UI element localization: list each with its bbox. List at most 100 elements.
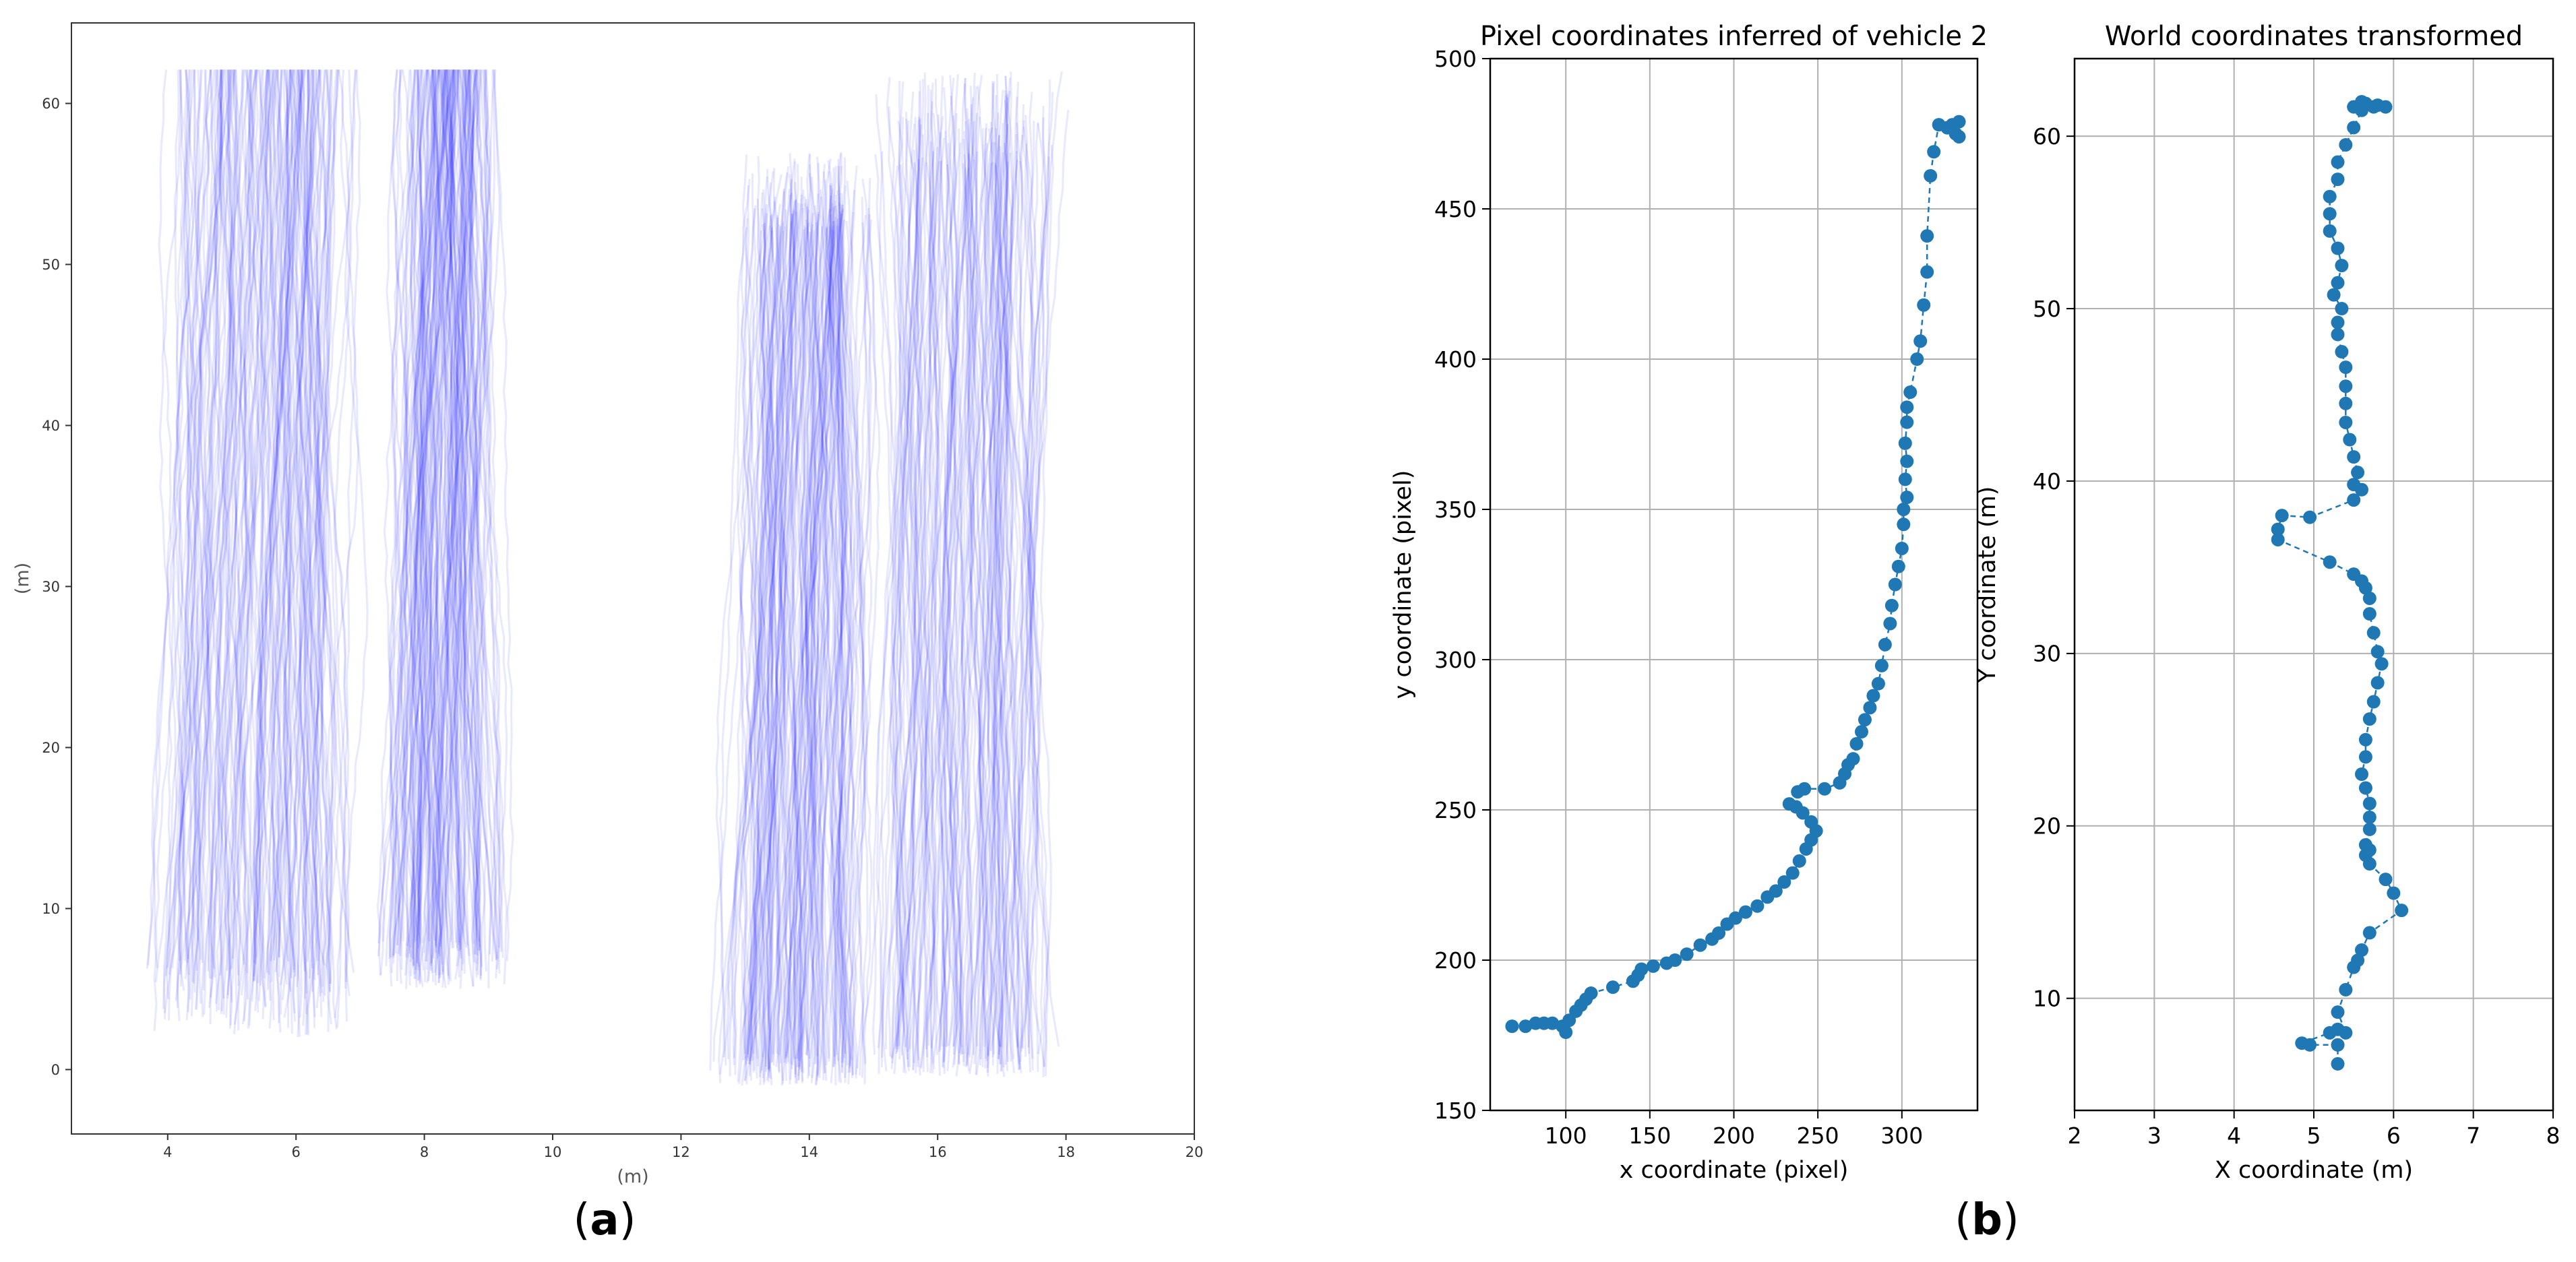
trajectory-line <box>805 172 827 1077</box>
trajectory-line <box>938 75 956 1063</box>
trajectory-line <box>979 128 1046 1067</box>
trajectory-line <box>960 139 973 1067</box>
trajectory-line <box>166 69 210 968</box>
trajectory-line <box>171 69 193 968</box>
trajectory-line <box>904 101 936 1048</box>
data-point <box>2331 172 2345 187</box>
plot-frame <box>1489 57 1979 1112</box>
trajectory-line <box>993 141 1019 1047</box>
trajectory-line <box>392 69 433 964</box>
trajectory-line <box>738 213 771 1085</box>
trajectory-line <box>929 75 944 1073</box>
trajectory-line <box>738 215 774 1085</box>
trajectory-line <box>205 69 251 979</box>
trajectory-line <box>237 69 279 986</box>
data-point <box>2335 302 2349 316</box>
trajectory-line <box>1027 144 1055 1054</box>
trajectory-line <box>783 221 807 1084</box>
data-point <box>2351 953 2365 968</box>
trajectory-line <box>927 113 956 1047</box>
y-tick-label: 40 <box>42 418 60 434</box>
data-point <box>2370 676 2385 690</box>
data-point <box>1782 797 1796 811</box>
trajectory-line <box>749 177 803 1065</box>
trajectory-line <box>917 157 942 1050</box>
trajectory-line <box>791 179 837 1066</box>
trajectory-line <box>271 69 295 1023</box>
trajectory-line <box>233 69 256 976</box>
trajectory-line <box>444 69 459 948</box>
trajectory-line <box>311 69 334 976</box>
y-axis-label: Y coordinate (m) <box>1974 486 2001 684</box>
trajectory-line <box>270 69 294 985</box>
data-point <box>2347 478 2361 492</box>
trajectory-line <box>470 69 489 981</box>
trajectory-line <box>467 69 493 963</box>
trajectory-line <box>385 69 446 967</box>
trajectory-line <box>801 226 833 1055</box>
y-axis-label: (m) <box>12 563 33 594</box>
trajectory-line <box>847 219 873 1073</box>
data-point <box>1712 926 1726 940</box>
trajectory-line <box>931 162 969 1064</box>
trajectory-line <box>811 221 838 1085</box>
trajectory-line <box>301 69 330 997</box>
trajectory-line <box>392 69 425 971</box>
trajectory-line <box>744 182 772 1059</box>
y-tick-label: 10 <box>42 901 60 917</box>
data-point <box>2362 607 2376 621</box>
trajectory-line <box>281 69 334 1001</box>
trajectory-line <box>468 69 508 958</box>
trajectory-line <box>297 69 327 999</box>
data-point <box>2362 591 2376 605</box>
trajectory-line <box>456 69 489 975</box>
trajectory-line <box>290 69 314 969</box>
trajectory-line <box>462 69 488 955</box>
trajectory-line <box>938 160 951 1052</box>
trajectory-line <box>789 196 813 1080</box>
trajectory-line <box>1000 95 1010 1072</box>
trajectory-line <box>812 190 853 1056</box>
trajectory-line <box>406 69 429 958</box>
trajectory-line <box>229 69 247 996</box>
trajectory-line <box>423 69 447 982</box>
trajectory-line <box>897 120 917 1073</box>
trajectory-line <box>389 69 454 958</box>
trajectory-line <box>772 181 803 1055</box>
trajectory-line <box>268 69 290 962</box>
data-point <box>1895 541 1909 555</box>
trajectory-line <box>460 69 480 987</box>
trajectory-line <box>919 86 978 1068</box>
trajectory-line <box>1017 121 1052 1077</box>
trajectory-line <box>814 171 833 1085</box>
trajectory-line <box>771 201 787 1054</box>
trajectory-line <box>896 81 927 1046</box>
trajectory-line <box>305 69 338 1030</box>
x-tick-label: 7 <box>2466 1123 2480 1149</box>
trajectory-line <box>210 69 224 1005</box>
trajectory-line <box>439 69 460 945</box>
trajectory-line <box>409 69 456 959</box>
y-tick-label: 30 <box>42 579 60 595</box>
trajectory-line <box>266 69 315 973</box>
trajectory-line <box>418 69 448 968</box>
trajectory-line <box>284 69 297 977</box>
trajectory-line <box>477 69 508 984</box>
trajectory-line <box>1004 122 1039 1065</box>
trajectory-line <box>989 161 1014 1052</box>
data-point <box>1900 400 1914 414</box>
trajectory-line <box>379 69 417 976</box>
trajectory-line <box>303 69 332 1009</box>
trajectory-line <box>837 214 878 1078</box>
trajectory-line <box>805 166 837 1077</box>
trajectory-line <box>1022 127 1049 1067</box>
data-point <box>1927 145 1941 159</box>
trajectory-line <box>1004 94 1021 1070</box>
trajectory-line <box>739 230 762 1061</box>
trajectory-line <box>981 159 1019 1068</box>
y-tick-label: 50 <box>42 257 60 273</box>
trajectory-line <box>218 69 243 999</box>
trajectory-line <box>747 164 799 1058</box>
trajectory-line <box>826 193 844 1059</box>
x-axis-label: X coordinate (m) <box>2215 1157 2413 1184</box>
